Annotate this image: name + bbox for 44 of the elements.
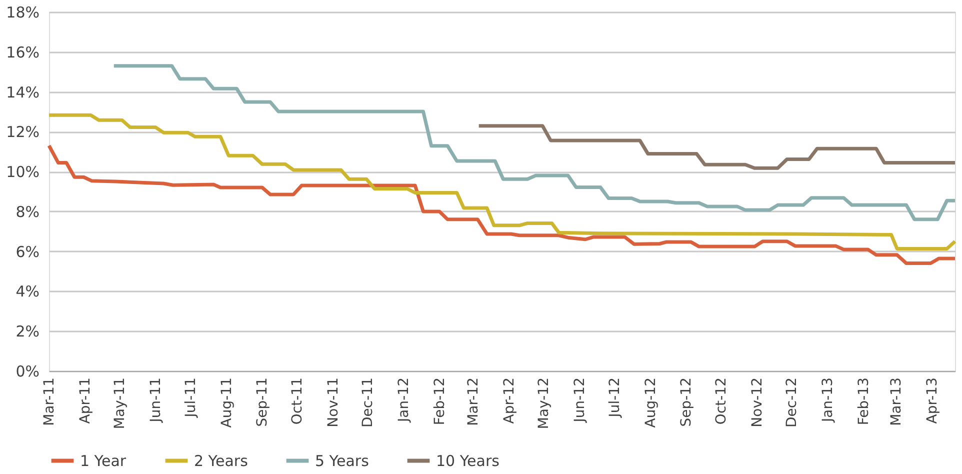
x-tick-label: Dec-11 xyxy=(360,378,376,428)
legend-label: 1 Year xyxy=(80,452,127,470)
x-tick-label: May-11 xyxy=(112,378,128,430)
line-series xyxy=(112,64,957,222)
y-tick-label: 0% xyxy=(16,362,40,380)
y-tick-label: 4% xyxy=(16,282,40,301)
x-tick-label: Feb-12 xyxy=(432,378,448,426)
y-tick-label: 10% xyxy=(6,163,40,182)
x-tick-label: Oct-12 xyxy=(713,378,730,425)
x-tick-label: Nov-11 xyxy=(325,378,342,428)
x-tick-label: Jun-12 xyxy=(572,378,588,424)
x-tick-label: Jun-11 xyxy=(148,378,164,424)
legend-label: 2 Years xyxy=(194,452,248,470)
x-tick-label: Dec-12 xyxy=(784,378,800,428)
x-tick-label: Mar-11 xyxy=(42,378,58,426)
x-tick-label: Aug-12 xyxy=(642,378,659,428)
y-tick-label: 8% xyxy=(16,202,40,221)
y-tick-label: 6% xyxy=(16,242,40,261)
line-series xyxy=(477,124,957,170)
x-tick-label: Aug-11 xyxy=(218,378,235,428)
x-tick-label: Jul-11 xyxy=(182,378,199,418)
y-tick-label: 16% xyxy=(6,43,40,62)
x-tick-label: Apr-13 xyxy=(924,378,940,424)
x-tick-label: Sep-12 xyxy=(678,378,695,427)
x-tick-label: May-12 xyxy=(536,378,552,430)
y-tick-label: 14% xyxy=(6,83,40,102)
x-tick-label: Jul-12 xyxy=(606,378,623,418)
x-tick-label: Sep-11 xyxy=(254,378,271,427)
x-tick-label: Nov-12 xyxy=(749,378,766,428)
legend-label: 10 Years xyxy=(436,452,500,470)
x-tick-label: Mar-13 xyxy=(888,378,904,426)
x-tick-label: Jan-12 xyxy=(396,378,412,423)
y-tick-label: 18% xyxy=(6,4,40,22)
line-series xyxy=(47,113,957,250)
line-series xyxy=(47,144,957,266)
x-tick-label: Apr-11 xyxy=(77,378,94,424)
x-tick-label: Feb-13 xyxy=(856,378,872,426)
y-tick-label: 12% xyxy=(6,123,40,142)
x-tick-label: Jan-13 xyxy=(820,378,836,423)
x-tick-label: Mar-12 xyxy=(466,378,482,426)
x-tick-label: Apr-12 xyxy=(501,378,518,424)
x-tick-label: Oct-11 xyxy=(289,378,306,425)
legend-label: 5 Years xyxy=(315,452,370,470)
y-tick-label: 2% xyxy=(16,322,40,341)
